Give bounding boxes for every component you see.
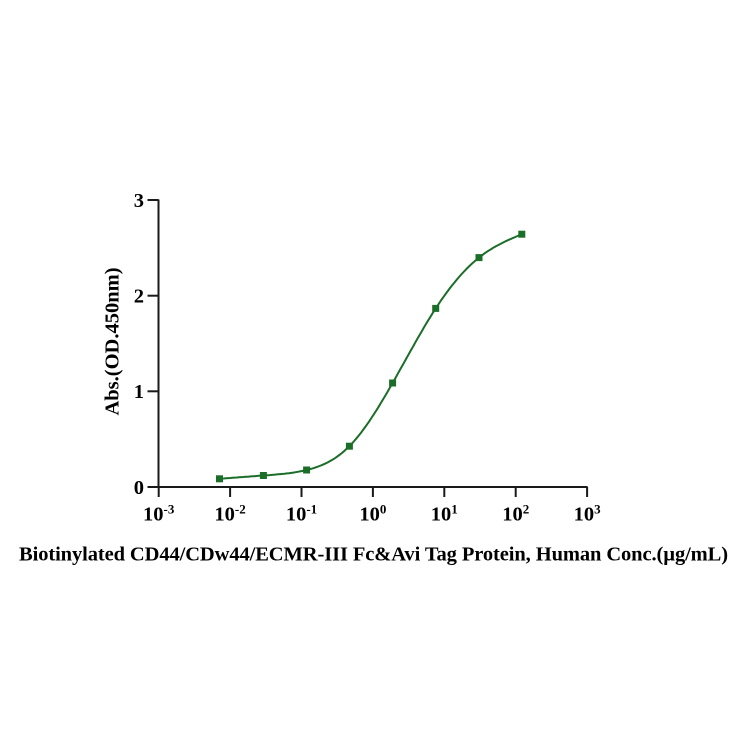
svg-text:10-2: 10-2 [214, 502, 245, 526]
svg-text:100: 100 [359, 502, 386, 526]
svg-text:2: 2 [134, 286, 144, 308]
svg-text:0: 0 [134, 477, 144, 499]
svg-text:Abs.(OD.450nm): Abs.(OD.450nm) [102, 267, 124, 415]
svg-text:103: 103 [574, 502, 602, 526]
svg-text:Biotinylated CD44/CDw44/ECMR-I: Biotinylated CD44/CDw44/ECMR-III Fc&Avi … [19, 544, 728, 566]
svg-text:10-3: 10-3 [143, 502, 175, 526]
svg-text:102: 102 [502, 502, 529, 526]
svg-text:101: 101 [431, 502, 458, 526]
svg-text:1: 1 [134, 381, 144, 403]
svg-text:3: 3 [134, 190, 144, 212]
svg-text:10-1: 10-1 [286, 502, 317, 526]
